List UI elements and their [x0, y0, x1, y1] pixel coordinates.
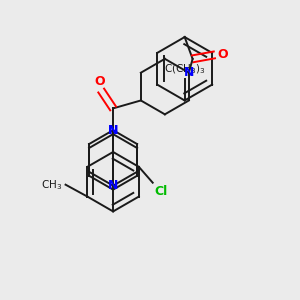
- Text: N: N: [184, 66, 194, 79]
- Text: O: O: [94, 75, 104, 88]
- Text: N: N: [108, 124, 118, 137]
- Text: Cl: Cl: [155, 185, 168, 198]
- Text: O: O: [218, 48, 228, 62]
- Text: N: N: [108, 124, 118, 137]
- Text: N: N: [108, 179, 118, 192]
- Text: C(CH$_3$)$_3$: C(CH$_3$)$_3$: [164, 62, 206, 76]
- Text: CH$_3$: CH$_3$: [41, 178, 63, 192]
